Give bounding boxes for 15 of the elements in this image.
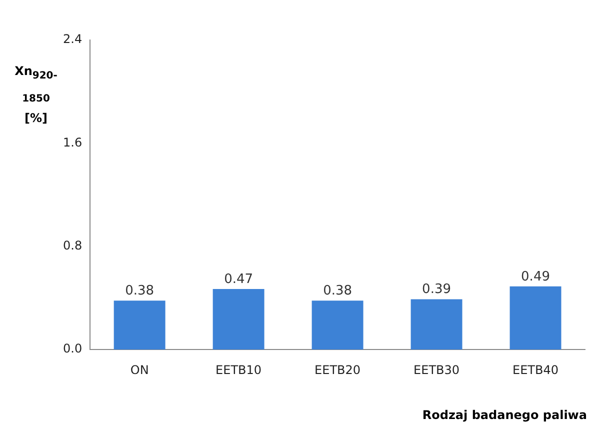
x-axis-title: Rodzaj badanego paliwa: [422, 408, 587, 422]
data-label: 0.39: [422, 282, 451, 298]
data-label: 0.38: [323, 283, 352, 298]
data-label: 0.47: [224, 272, 254, 287]
x-tick-label: EETB10: [216, 362, 262, 377]
y-tick-label: 2.4: [62, 32, 82, 46]
data-label: 0.49: [521, 269, 550, 284]
y-tick-label: 0.8: [62, 238, 82, 253]
x-tick-label: EETB20: [314, 362, 361, 377]
x-tick-label: EETB40: [512, 362, 559, 377]
data-label: 0.38: [125, 283, 154, 298]
x-tick-label: ON: [130, 362, 149, 377]
y-tick-label: 0.0: [62, 342, 82, 356]
y-tick-label: 1.6: [62, 135, 82, 150]
x-tick-label: EETB30: [414, 362, 460, 377]
